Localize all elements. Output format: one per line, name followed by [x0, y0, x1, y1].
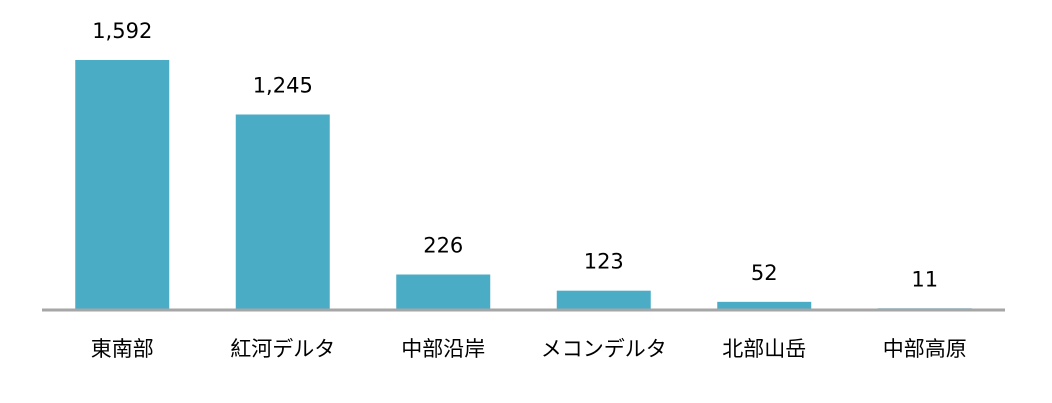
category-label-1: 紅河デルタ [230, 337, 335, 361]
data-label-0: 1,592 [92, 19, 152, 43]
bar-2 [396, 274, 491, 310]
bar-4 [717, 301, 812, 310]
category-label-5: 中部高原 [883, 337, 967, 361]
labels-group: 1,592 東南部 1,245 紅河デルタ 226 中部沿岸 123 メコンデルタ 52 北部山岳… [91, 19, 967, 361]
data-label-1: 1,245 [253, 73, 313, 97]
bar-0 [75, 60, 170, 310]
bars-group [75, 60, 972, 310]
bar-3 [556, 290, 651, 310]
category-label-3: メコンデルタ [541, 337, 667, 361]
data-label-4: 52 [751, 261, 778, 285]
data-label-3: 123 [584, 250, 624, 274]
data-label-5: 11 [911, 267, 938, 291]
category-label-0: 東南部 [91, 337, 154, 361]
data-label-2: 226 [423, 234, 463, 258]
category-label-4: 北部山岳 [722, 337, 806, 361]
bar-1 [235, 114, 330, 310]
category-label-2: 中部沿岸 [401, 337, 485, 361]
